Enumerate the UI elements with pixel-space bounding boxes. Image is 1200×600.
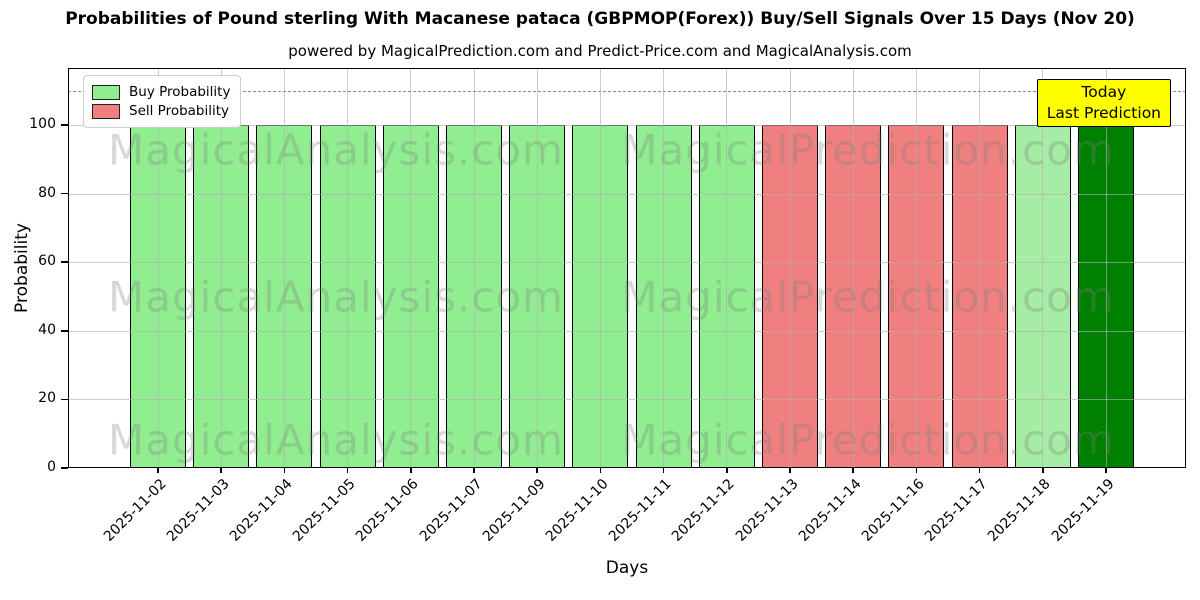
x-tick-mark <box>789 468 791 473</box>
y-tick-label: 20 <box>38 390 56 407</box>
today-annotation-line1: Today <box>1081 83 1127 101</box>
y-tick-mark <box>61 192 68 195</box>
x-tick-mark <box>410 468 412 473</box>
x-tick-mark <box>157 468 159 473</box>
gridline-v <box>915 68 917 468</box>
gridline-h <box>68 262 1186 264</box>
dashed-threshold-line <box>68 90 1186 92</box>
legend-item-label: Sell Probability <box>129 103 230 119</box>
x-tick-label: 2025-11-19 <box>1048 476 1118 545</box>
gridline-v <box>283 68 285 468</box>
gridline-h <box>68 399 1186 401</box>
gridline-h <box>68 330 1186 332</box>
x-tick-mark <box>346 468 349 473</box>
y-tick-mark <box>61 467 68 469</box>
gridline-v <box>410 68 412 468</box>
y-tick-mark <box>61 124 68 126</box>
watermark-text: MagicalPrediction.com <box>621 415 1115 465</box>
x-axis-label: Days <box>605 558 649 578</box>
chart-title: Probabilities of Pound sterling With Mac… <box>65 9 1135 29</box>
x-tick-label: 2025-11-14 <box>795 476 865 545</box>
x-tick-label: 2025-11-03 <box>163 476 233 545</box>
today-annotation-line2: Last Prediction <box>1046 104 1161 122</box>
x-tick-mark <box>852 468 854 473</box>
x-tick-label: 2025-11-17 <box>922 476 991 545</box>
today-annotation: Today Last Prediction <box>1036 79 1171 127</box>
x-tick-mark <box>1042 468 1044 473</box>
y-tick-label: 100 <box>29 115 56 132</box>
y-axis-label: Probability <box>12 223 32 313</box>
x-tick-label: 2025-11-05 <box>290 476 359 545</box>
legend-swatch <box>92 84 120 100</box>
x-tick-label: 2025-11-09 <box>479 476 549 545</box>
gridline-v <box>1105 68 1107 468</box>
x-tick-mark <box>220 468 222 473</box>
gridline-v <box>220 68 222 468</box>
legend: Buy Probability Sell Probability <box>83 75 242 128</box>
watermark-text: MagicalPrediction.com <box>621 272 1115 322</box>
gridline-v <box>789 68 791 468</box>
legend-item-label: Buy Probability <box>129 84 231 100</box>
x-tick-label: 2025-11-11 <box>606 476 675 545</box>
gridline-v <box>663 68 665 468</box>
x-tick-mark <box>283 468 286 473</box>
chart-subtitle: powered by MagicalPrediction.com and Pre… <box>288 42 912 60</box>
y-tick-mark <box>61 398 68 401</box>
gridline-v <box>726 68 728 468</box>
watermark-text: MagicalAnalysis.com <box>108 272 564 322</box>
gridline-v <box>536 68 538 468</box>
x-tick-mark <box>473 468 475 473</box>
watermark-text: MagicalAnalysis.com <box>108 125 564 175</box>
plot-area: MagicalAnalysis.com MagicalPrediction.com… <box>68 68 1186 468</box>
x-tick-mark <box>662 468 665 473</box>
gridline-h <box>68 193 1186 195</box>
gridline-v <box>852 68 854 468</box>
legend-item: Buy Probability <box>92 84 230 100</box>
gridline-v <box>979 68 981 468</box>
x-tick-label: 2025-11-04 <box>226 476 296 545</box>
x-tick-label: 2025-11-18 <box>985 476 1055 545</box>
x-tick-mark <box>915 468 918 473</box>
x-tick-mark <box>726 468 728 473</box>
gridline-v <box>1042 68 1044 468</box>
x-tick-mark <box>978 468 981 473</box>
gridline-v <box>599 68 601 468</box>
x-tick-mark <box>599 468 602 473</box>
x-tick-label: 2025-11-13 <box>732 476 802 545</box>
x-tick-label: 2025-11-06 <box>353 476 423 545</box>
y-tick-mark <box>61 261 68 263</box>
x-tick-mark <box>1105 468 1107 473</box>
x-tick-label: 2025-11-07 <box>416 476 486 545</box>
legend-swatch <box>92 103 120 119</box>
y-tick-label: 60 <box>38 253 56 270</box>
y-tick-label: 0 <box>47 459 56 475</box>
x-tick-mark <box>536 468 538 473</box>
x-tick-label: 2025-11-10 <box>542 476 612 545</box>
gridline-v <box>473 68 475 468</box>
x-tick-label: 2025-11-16 <box>858 476 928 545</box>
gridline-v <box>347 68 349 468</box>
x-tick-label: 2025-11-12 <box>669 476 739 545</box>
gridline-v <box>157 68 159 468</box>
watermark-text: MagicalAnalysis.com <box>108 415 564 465</box>
watermark-text: MagicalPrediction.com <box>621 125 1115 175</box>
y-tick-mark <box>61 329 68 332</box>
y-tick-label: 40 <box>38 321 56 338</box>
legend-item: Sell Probability <box>92 103 230 119</box>
gridline-h <box>68 124 1186 126</box>
x-tick-label: 2025-11-02 <box>100 476 170 545</box>
y-tick-label: 80 <box>38 184 56 201</box>
